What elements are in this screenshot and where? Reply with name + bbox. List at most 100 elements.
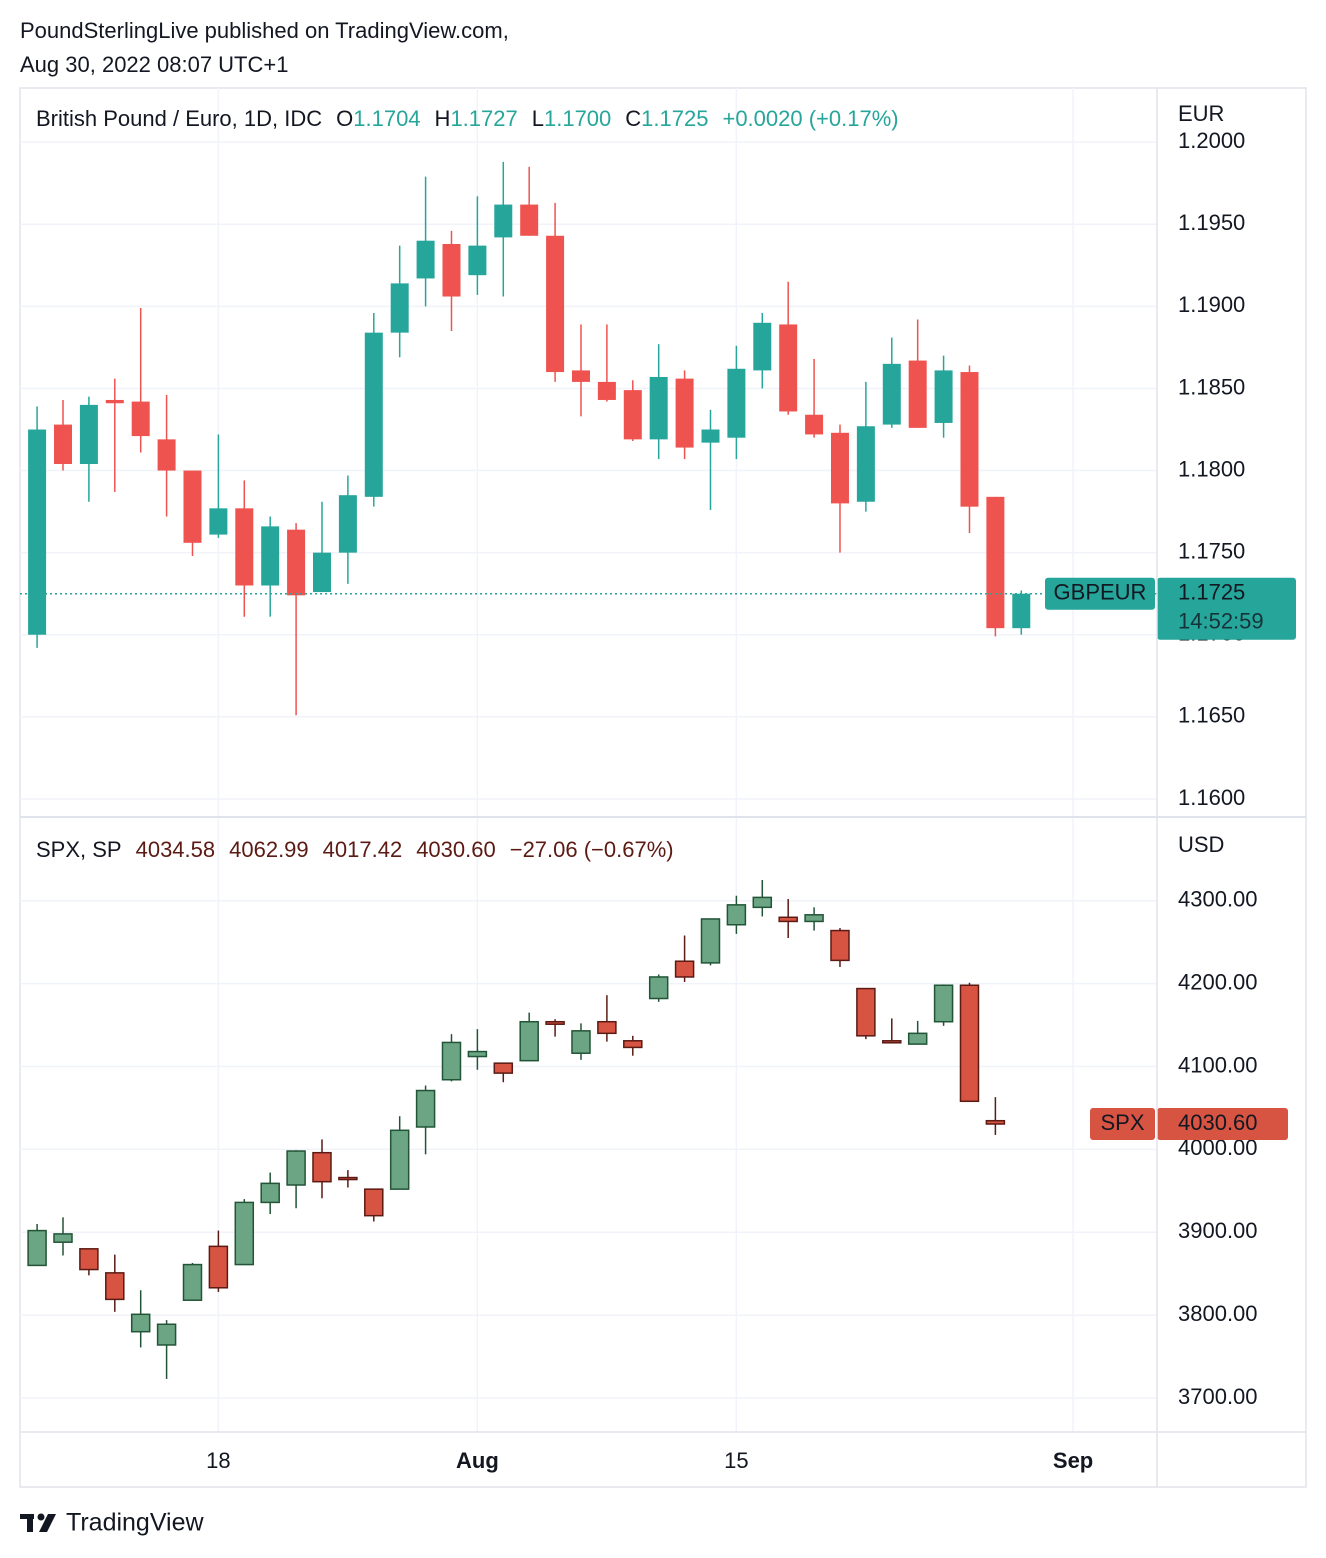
candle-body xyxy=(53,424,72,464)
candle-body xyxy=(597,381,616,400)
price-tag-name-box xyxy=(1090,1108,1155,1141)
ohlc-value: 4030.60 xyxy=(416,837,496,862)
candle-body xyxy=(856,987,876,1037)
candle-body xyxy=(1012,593,1031,629)
price-tag-box xyxy=(1157,577,1296,640)
currency-label: EUR xyxy=(1178,101,1224,126)
candle-body xyxy=(390,283,409,333)
candle-body xyxy=(804,914,824,923)
candle-body xyxy=(571,1030,591,1054)
currency-label: USD xyxy=(1178,832,1224,857)
candle-body xyxy=(130,1313,151,1333)
candle-body xyxy=(597,1020,617,1035)
candle-body xyxy=(675,378,694,448)
ohlc-value: 1.1727 xyxy=(450,106,517,131)
y-tick-label: 4200.00 xyxy=(1178,969,1258,994)
candle-body xyxy=(234,1201,255,1266)
candle-body xyxy=(260,1182,280,1204)
candle-body xyxy=(623,390,642,440)
legend-header: British Pound / Euro, 1D, IDC O1.1704 H1.1… xyxy=(36,106,899,131)
candle-body xyxy=(468,245,487,276)
y-tick-label: 1.1950 xyxy=(1178,210,1245,235)
candle-body xyxy=(805,414,824,435)
footer-brand: TradingView xyxy=(66,1509,205,1537)
candle-body xyxy=(753,322,772,371)
x-tick-label: 15 xyxy=(724,1448,748,1473)
candle-body xyxy=(623,1040,643,1049)
y-tick-label: 3800.00 xyxy=(1178,1301,1258,1326)
candle-body xyxy=(752,896,773,909)
candle-body xyxy=(79,1248,99,1271)
price-tag-box xyxy=(1157,1108,1288,1141)
candle-body xyxy=(53,1233,73,1243)
candle-body xyxy=(830,432,849,504)
y-tick-label: 3900.00 xyxy=(1178,1218,1258,1243)
ohlc-prefix: H xyxy=(435,106,451,131)
candle-body xyxy=(105,1272,125,1301)
price-tag-name-box xyxy=(1045,577,1155,610)
candle-body xyxy=(389,1129,410,1190)
candle-body xyxy=(183,470,202,543)
ohlc-prefix: C xyxy=(625,106,641,131)
ohlc-value: 4017.42 xyxy=(323,837,403,862)
candle-body xyxy=(701,429,720,443)
legend-header: SPX, SP 4034.58 4062.99 4017.42 4030.60 −27.0… xyxy=(36,837,674,862)
candle-body xyxy=(442,243,461,297)
candle-body xyxy=(726,904,747,926)
ohlc-value: 4062.99 xyxy=(229,837,309,862)
candle-body xyxy=(700,918,721,964)
candle-body xyxy=(571,370,590,382)
x-tick-label: Aug xyxy=(456,1448,499,1473)
candle-body xyxy=(261,526,280,586)
candle-body xyxy=(907,1032,928,1045)
candle-body xyxy=(882,363,901,425)
candle-body xyxy=(131,401,150,437)
candle-body xyxy=(27,1229,47,1267)
candle-body xyxy=(416,240,435,279)
candle-body xyxy=(156,1323,177,1346)
y-tick-label: 1.1750 xyxy=(1178,538,1245,563)
candle-body xyxy=(441,1041,462,1081)
candle-body xyxy=(79,404,98,464)
candle-body xyxy=(467,1050,488,1058)
candle-body xyxy=(494,204,513,238)
y-tick-label: 3700.00 xyxy=(1178,1384,1258,1409)
y-tick-label: 4300.00 xyxy=(1178,887,1258,912)
price-tag-value: 1.1725 xyxy=(1178,580,1245,605)
candle-body xyxy=(364,1188,384,1217)
ohlc-value: 1.1725 xyxy=(641,106,708,131)
y-tick-label: 1.1850 xyxy=(1178,374,1245,399)
candle-body xyxy=(648,976,669,1000)
tradingview-logo xyxy=(20,1513,56,1532)
candle-body xyxy=(959,984,980,1103)
price-tag-countdown: 14:52:59 xyxy=(1178,609,1264,634)
instrument-name: SPX, SP xyxy=(36,837,122,862)
x-tick-label: Sep xyxy=(1053,1448,1093,1473)
candle-body xyxy=(934,370,953,423)
candle-body xyxy=(28,429,47,635)
candle-body xyxy=(338,495,357,553)
ohlc-prefix: O xyxy=(336,106,353,131)
ohlc-value: 1.1704 xyxy=(353,106,420,131)
candle-body xyxy=(545,1020,565,1025)
candle-body xyxy=(933,984,954,1023)
candle-body xyxy=(546,235,565,373)
candle-body xyxy=(519,1020,539,1062)
candle-body xyxy=(209,508,228,535)
x-tick-label: 18 xyxy=(206,1448,230,1473)
publish-date: Aug 30, 2022 08:07 UTC+1 xyxy=(20,52,288,77)
candle-body xyxy=(105,399,124,404)
candle-body xyxy=(985,1119,1006,1125)
candle-body xyxy=(287,529,306,596)
change-value: +0.0020 (+0.17%) xyxy=(722,106,898,131)
candle-body xyxy=(778,916,798,923)
candle-body xyxy=(312,552,331,593)
price-tag-name: SPX xyxy=(1100,1110,1144,1135)
candle-body xyxy=(157,439,176,471)
candle-body xyxy=(338,1176,358,1181)
candle-body xyxy=(364,332,383,497)
publisher-line: PoundSterlingLive published on TradingVi… xyxy=(20,18,509,43)
change-value: −27.06 (−0.67%) xyxy=(510,837,674,862)
candle-body xyxy=(830,929,850,962)
